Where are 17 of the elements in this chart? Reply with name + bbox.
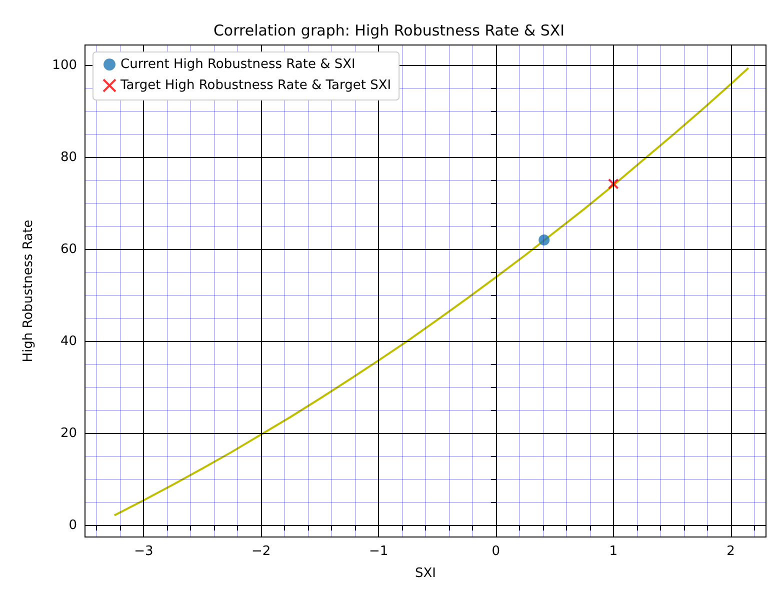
x-tick-label: −2 — [252, 544, 271, 559]
x-tick-label: 0 — [492, 544, 500, 559]
x-tick-label: −3 — [134, 544, 154, 559]
x-axis-title: SXI — [415, 566, 436, 581]
legend-label: Current High Robustness Rate & SXI — [120, 57, 356, 72]
x-tick-label: 2 — [726, 544, 735, 559]
y-tick-label: 100 — [52, 58, 77, 74]
y-tick-label: 60 — [60, 242, 77, 258]
chart-title: Correlation graph: High Robustness Rate & SXI — [213, 22, 565, 40]
x-tick-label: 1 — [609, 544, 618, 559]
y-tick-label: 20 — [60, 426, 77, 442]
y-axis-title: High Robustness Rate — [21, 220, 36, 362]
y-tick-label: 40 — [60, 334, 77, 350]
y-tick-label: 80 — [60, 150, 77, 166]
legend-label: Target High Robustness Rate & Target SXI — [120, 78, 392, 93]
y-tick-label: 0 — [68, 518, 77, 534]
x-tick-label: −1 — [368, 544, 388, 559]
